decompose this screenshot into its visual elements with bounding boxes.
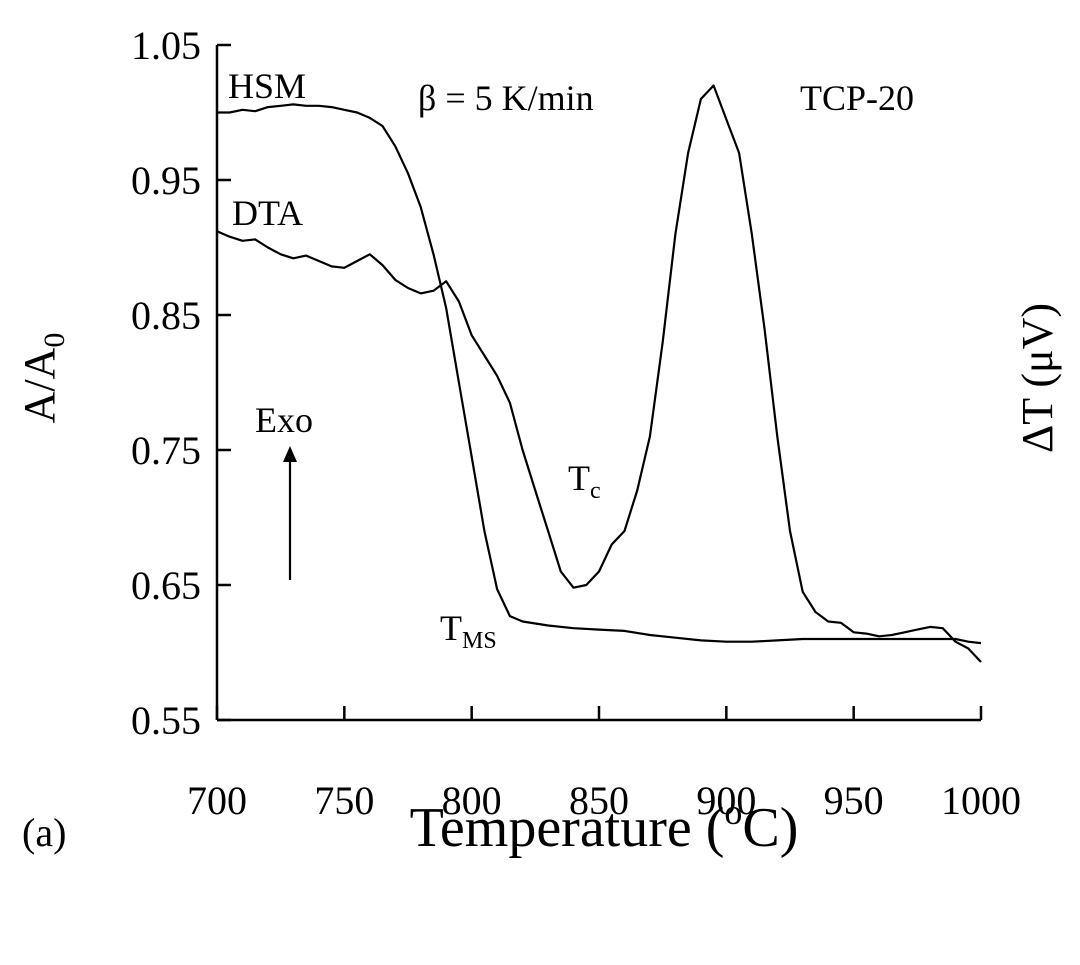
x-tick-label-6: 1000 — [941, 778, 1021, 823]
y-tick-label-3: 0.85 — [131, 293, 201, 338]
y-tick-label-5: 1.05 — [131, 23, 201, 68]
sample-label: TCP-20 — [800, 78, 914, 118]
panel-label: (a) — [22, 810, 66, 855]
y-axis-title-sub: 0 — [38, 333, 71, 348]
y-tick-label-2: 0.75 — [131, 428, 201, 473]
y-tick-label-0: 0.55 — [131, 698, 201, 743]
heating-rate-label: β = 5 K/min — [418, 78, 594, 118]
x-tick-label-4: 900 — [696, 778, 756, 823]
tc-label: Tc — [568, 458, 601, 504]
y-tick-label-1: 0.65 — [131, 563, 201, 608]
y-axis-title: A/A0 — [15, 333, 71, 424]
tms-label: TMS — [440, 608, 497, 654]
series-hsm-line — [217, 103, 982, 645]
y-tick-label-4: 0.95 — [131, 158, 201, 203]
x-ticks: 700 750 800 850 900 950 1000 — [187, 706, 1021, 823]
y-ticks: 0.55 0.65 0.75 0.85 0.95 1.05 — [131, 23, 231, 743]
tc-label-sub: c — [590, 478, 601, 504]
x-axis-title-sup: o — [724, 792, 742, 832]
exo-label: Exo — [255, 400, 313, 440]
dta-label: DTA — [232, 193, 303, 233]
right-axis-title: ΔT (μV) — [1013, 303, 1062, 453]
exo-arrow — [283, 446, 297, 580]
x-tick-label-1: 750 — [314, 778, 374, 823]
series-layer — [216, 84, 982, 663]
series-dta-line — [216, 84, 982, 663]
axes — [215, 45, 981, 722]
x-tick-label-0: 700 — [187, 778, 247, 823]
x-tick-label-5: 950 — [824, 778, 884, 823]
x-axis-title: Temperature (oC) — [410, 792, 799, 859]
x-tick-label-3: 850 — [569, 778, 629, 823]
tms-label-sub: MS — [462, 628, 497, 654]
x-tick-label-2: 800 — [442, 778, 502, 823]
hsm-label: HSM — [228, 66, 306, 106]
